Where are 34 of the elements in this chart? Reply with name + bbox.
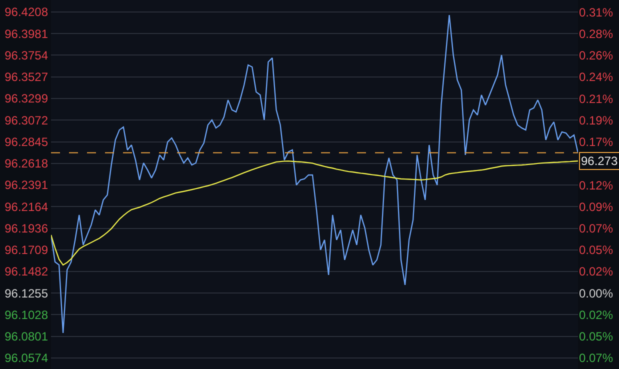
y2-tick-label: 0.24% <box>579 70 614 84</box>
y2-tick-label: 0.28% <box>579 26 614 41</box>
y2-tick-label: 0.02% <box>579 264 614 279</box>
y-tick-label: 96.2618 <box>4 156 48 171</box>
ref-line-label: 96.273 <box>581 154 618 168</box>
y-tick-label: 96.3299 <box>4 92 48 106</box>
y-tick-label: 96.3527 <box>4 70 48 84</box>
y-tick-label: 96.3981 <box>4 26 48 41</box>
y-tick-label: 96.2845 <box>4 134 48 149</box>
y2-tick-label: 0.05% <box>579 330 614 344</box>
y-tick-label: 96.1936 <box>4 221 48 236</box>
y2-tick-label: 0.31% <box>579 5 614 20</box>
y2-tick-label: 0.02% <box>579 308 614 322</box>
y2-tick-label: 0.09% <box>579 200 614 214</box>
y2-tick-label: 0.26% <box>579 48 614 63</box>
y2-tick-label: 0.21% <box>579 92 614 106</box>
y2-tick-label: 0.05% <box>579 243 614 258</box>
y-tick-label: 96.0801 <box>4 330 48 344</box>
y-tick-label: 96.0574 <box>4 351 48 366</box>
y2-tick-label: 0.17% <box>579 134 614 149</box>
y2-tick-label: 0.12% <box>579 178 614 192</box>
y-tick-label: 96.2391 <box>4 178 48 192</box>
y-tick-label: 96.1255 <box>4 286 48 300</box>
y-tick-label: 96.1482 <box>4 264 48 279</box>
y-tick-label: 96.1709 <box>4 243 48 258</box>
y2-tick-label: 0.07% <box>579 221 614 236</box>
y-tick-label: 96.2164 <box>4 200 48 214</box>
y2-tick-label: 0.19% <box>579 113 614 128</box>
y2-tick-label: 0.00% <box>579 286 614 300</box>
y-tick-label: 96.3072 <box>4 113 48 128</box>
y-tick-label: 96.4208 <box>4 5 48 20</box>
y-tick-label: 96.3754 <box>4 48 48 62</box>
y-tick-label: 96.1028 <box>4 308 48 322</box>
y2-tick-label: 0.07% <box>579 351 614 366</box>
